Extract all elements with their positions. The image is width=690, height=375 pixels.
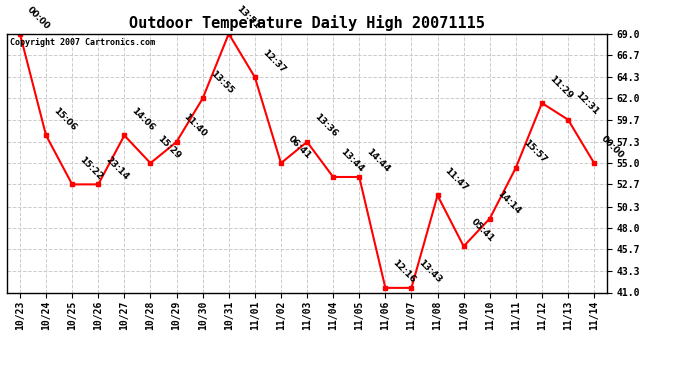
Text: 15:57: 15:57: [522, 138, 548, 165]
Title: Outdoor Temperature Daily High 20071115: Outdoor Temperature Daily High 20071115: [129, 15, 485, 31]
Text: 15:29: 15:29: [156, 134, 183, 160]
Text: 13:51: 13:51: [235, 4, 261, 31]
Text: 11:29: 11:29: [547, 74, 574, 100]
Text: 13:55: 13:55: [208, 69, 235, 96]
Text: 11:47: 11:47: [443, 166, 470, 193]
Text: Copyright 2007 Cartronics.com: Copyright 2007 Cartronics.com: [10, 38, 155, 46]
Text: 00:00: 00:00: [600, 134, 626, 160]
Text: 12:37: 12:37: [260, 48, 287, 74]
Text: 15:22: 15:22: [78, 155, 104, 182]
Text: 13:43: 13:43: [417, 258, 444, 285]
Text: 00:00: 00:00: [26, 5, 52, 31]
Text: 14:44: 14:44: [365, 147, 392, 174]
Text: 12:31: 12:31: [573, 90, 600, 117]
Text: 14:06: 14:06: [130, 106, 157, 133]
Text: 23:14: 23:14: [104, 155, 130, 182]
Text: 15:06: 15:06: [52, 106, 78, 133]
Text: 13:44: 13:44: [339, 147, 366, 174]
Text: 14:14: 14:14: [495, 189, 522, 216]
Text: 12:16: 12:16: [391, 258, 417, 285]
Text: 13:36: 13:36: [313, 112, 339, 139]
Text: 06:41: 06:41: [286, 134, 313, 160]
Text: 05:41: 05:41: [469, 217, 496, 243]
Text: 11:40: 11:40: [182, 112, 208, 139]
